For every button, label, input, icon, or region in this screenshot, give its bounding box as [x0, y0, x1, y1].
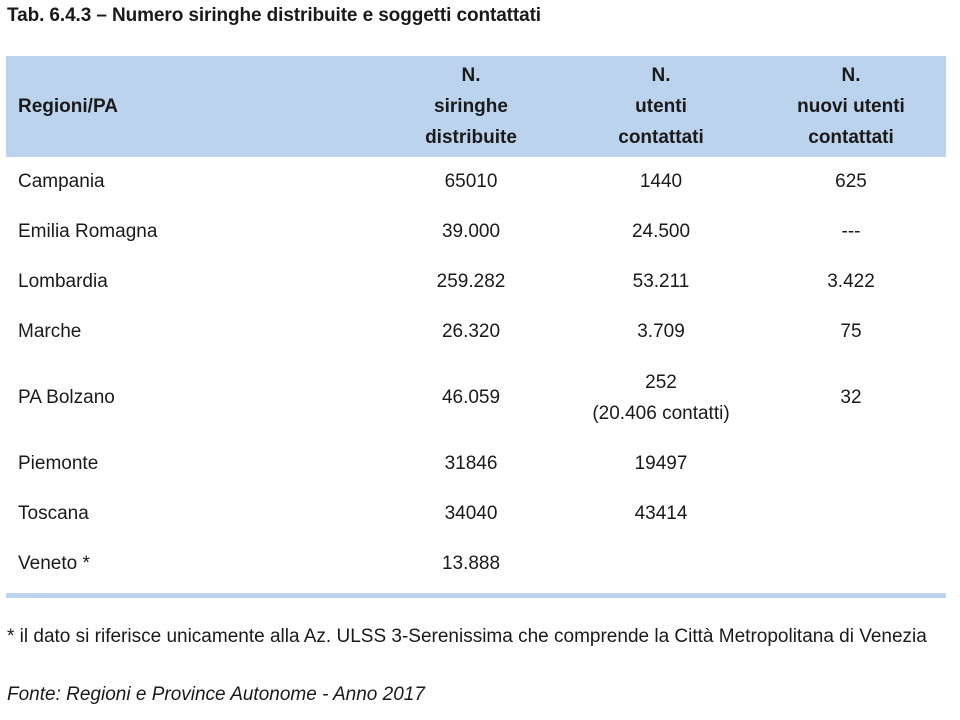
cell-users: 3.709: [637, 321, 685, 342]
cell-region: PA Bolzano: [18, 387, 115, 408]
cell-syringes: 31846: [444, 453, 498, 474]
cell-users: 19497: [634, 453, 688, 474]
header-syringes-line: N.: [461, 65, 481, 86]
cell-users: [566, 539, 756, 589]
table-row: Emilia Romagna 39.000 24.500 ---: [6, 207, 946, 257]
header-new-users-line: N.: [841, 65, 861, 86]
table-row: Piemonte 31846 19497: [6, 439, 946, 489]
cell-syringes: 34040: [444, 503, 498, 524]
footnote: * il dato si riferisce unicamente alla A…: [7, 626, 927, 647]
cell-new-users: [756, 439, 946, 489]
cell-region: Emilia Romagna: [18, 221, 158, 242]
cell-region: Piemonte: [18, 453, 99, 474]
header-syringes: N. siringhe distribuite: [376, 56, 566, 157]
cell-syringes: 13.888: [441, 553, 501, 574]
cell-users-note: (20.406 contatti): [592, 403, 730, 424]
cell-syringes: 39.000: [441, 221, 501, 242]
header-users-line: N.: [651, 65, 671, 86]
table-row: Veneto * 13.888: [6, 539, 946, 589]
cell-region: Lombardia: [18, 271, 108, 292]
header-row: Regioni/PA N. siringhe distribuite N. ut…: [6, 56, 946, 157]
header-users-line: utenti: [635, 96, 687, 117]
cell-syringes: 26.320: [441, 321, 501, 342]
header-region: Regioni/PA: [18, 96, 118, 117]
cell-users: 24.500: [631, 221, 691, 242]
header-new-users-line: contattati: [808, 127, 894, 148]
header-new-users-line: nuovi utenti: [797, 96, 905, 117]
table-row: PA Bolzano 46.059 252 (20.406 contatti) …: [6, 357, 946, 439]
cell-users: 53.211: [632, 271, 690, 292]
cell-users: 43414: [634, 503, 688, 524]
table-body: Campania 65010 1440 625 Emilia Romagna 3…: [6, 157, 946, 589]
cell-region: Marche: [18, 321, 82, 342]
cell-region: Campania: [18, 171, 105, 192]
data-table-container: Regioni/PA N. siringhe distribuite N. ut…: [6, 56, 946, 598]
cell-syringes: 65010: [444, 171, 498, 192]
header-syringes-line: distribuite: [425, 127, 517, 148]
cell-syringes: 46.059: [441, 387, 501, 408]
cell-users: 1440: [639, 171, 683, 192]
table-row: Campania 65010 1440 625: [6, 157, 946, 207]
header-new-users: N. nuovi utenti contattati: [756, 56, 946, 157]
header-syringes-line: siringhe: [434, 96, 508, 117]
cell-users: 252 (20.406 contatti): [566, 357, 756, 439]
cell-region: Veneto *: [18, 553, 90, 574]
cell-new-users: ---: [841, 221, 861, 242]
cell-new-users: 75: [840, 321, 862, 342]
cell-new-users: [756, 539, 946, 589]
table-row: Lombardia 259.282 53.211 3.422: [6, 257, 946, 307]
table-row: Marche 26.320 3.709 75: [6, 307, 946, 357]
cell-region: Toscana: [18, 503, 89, 524]
table-bottom-rule: [6, 593, 946, 598]
header-users: N. utenti contattati: [566, 56, 756, 157]
table-header: Regioni/PA N. siringhe distribuite N. ut…: [6, 56, 946, 157]
header-users-line: contattati: [618, 127, 704, 148]
cell-new-users: 625: [835, 171, 867, 192]
cell-users-value: 252: [645, 372, 677, 393]
cell-syringes: 259.282: [436, 271, 506, 292]
source-note: Fonte: Regioni e Province Autonome - Ann…: [7, 684, 425, 705]
table-title: Tab. 6.4.3 – Numero siringhe distribuite…: [7, 5, 541, 26]
cell-new-users: 3.422: [827, 271, 875, 292]
table-row: Toscana 34040 43414: [6, 489, 946, 539]
cell-new-users: 32: [840, 387, 862, 408]
data-table: Regioni/PA N. siringhe distribuite N. ut…: [6, 56, 946, 589]
cell-new-users: [756, 489, 946, 539]
